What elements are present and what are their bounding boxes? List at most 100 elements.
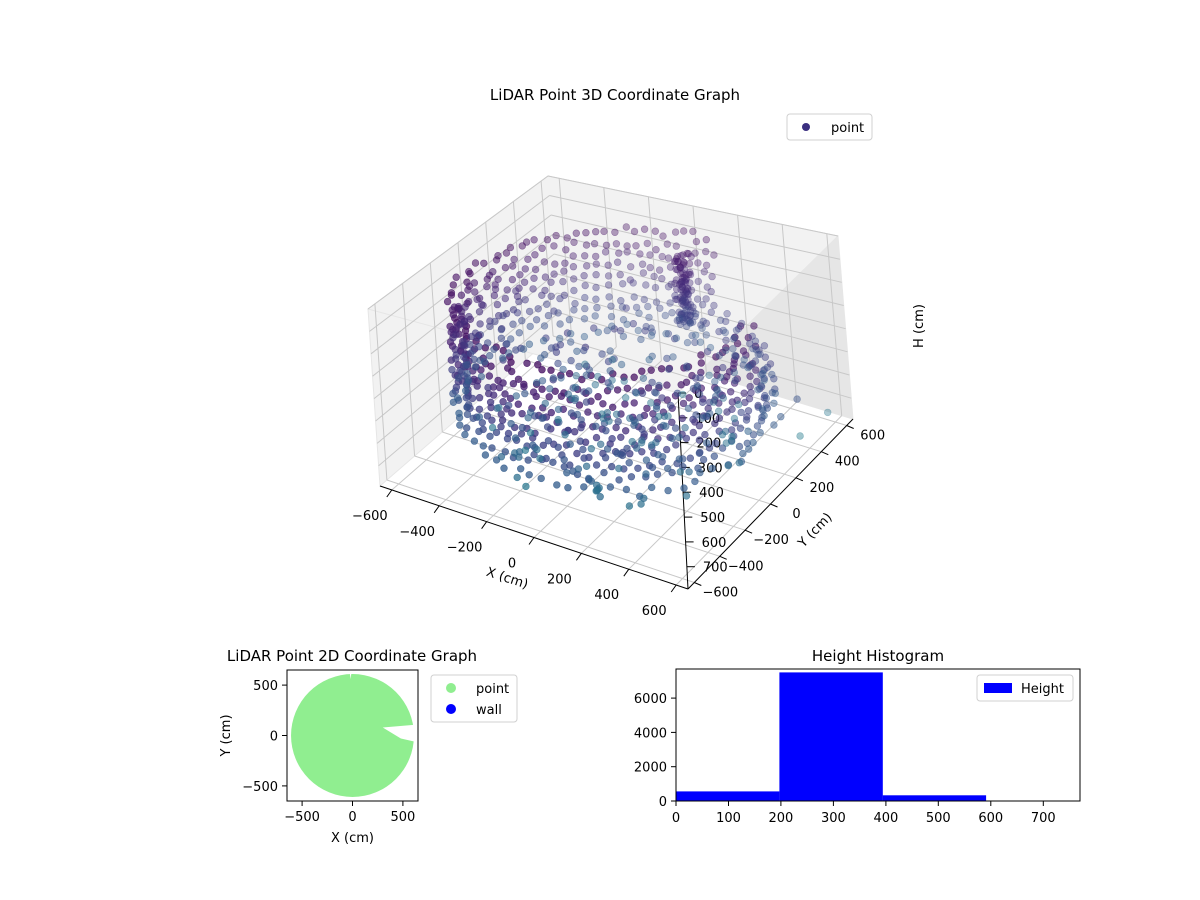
x-tick-label: 0 bbox=[672, 811, 680, 826]
data-point bbox=[515, 297, 523, 306]
data-point bbox=[675, 308, 683, 316]
data-point bbox=[488, 444, 496, 452]
x-tick-label: 400 bbox=[873, 811, 898, 826]
data-point bbox=[638, 389, 647, 397]
data-point bbox=[649, 426, 657, 434]
x-tick bbox=[433, 505, 440, 514]
data-point bbox=[625, 502, 634, 510]
data-point bbox=[699, 317, 707, 325]
data-point bbox=[509, 380, 518, 388]
data-point bbox=[679, 399, 688, 408]
data-point bbox=[564, 484, 572, 492]
data-point bbox=[678, 283, 686, 291]
data-point bbox=[648, 328, 657, 336]
data-point bbox=[621, 400, 629, 408]
data-point bbox=[580, 272, 588, 280]
data-point bbox=[591, 312, 599, 320]
data-point bbox=[489, 268, 497, 276]
data-point bbox=[723, 310, 731, 318]
data-point bbox=[705, 371, 713, 379]
data-point bbox=[771, 385, 779, 393]
data-point bbox=[671, 228, 680, 236]
data-point bbox=[572, 229, 580, 237]
data-point bbox=[672, 441, 680, 449]
data-point bbox=[585, 366, 593, 374]
data-point bbox=[605, 293, 613, 301]
x-tick-label: 0 bbox=[348, 810, 356, 825]
data-point bbox=[581, 304, 589, 313]
data-point bbox=[648, 352, 656, 360]
data-point bbox=[677, 270, 685, 278]
grid-line bbox=[402, 283, 416, 457]
data-point bbox=[626, 276, 634, 284]
data-point bbox=[534, 361, 542, 369]
data-point bbox=[652, 389, 660, 397]
data-point bbox=[526, 408, 535, 416]
data-point bbox=[484, 383, 492, 392]
data-point bbox=[615, 464, 623, 473]
data-point bbox=[706, 343, 715, 352]
data-point bbox=[681, 290, 689, 298]
data-point bbox=[679, 296, 687, 304]
data-point bbox=[522, 238, 531, 246]
plot-area-2d bbox=[291, 670, 418, 797]
data-point bbox=[662, 330, 670, 338]
data-point bbox=[613, 258, 622, 266]
data-point bbox=[736, 424, 745, 432]
data-point bbox=[760, 342, 769, 350]
data-point bbox=[697, 321, 705, 329]
data-point bbox=[475, 413, 484, 421]
data-point bbox=[514, 375, 523, 383]
data-point bbox=[735, 459, 743, 467]
data-point bbox=[711, 377, 719, 386]
data-point bbox=[460, 353, 468, 361]
data-point bbox=[550, 242, 558, 250]
chart-2d-title: LiDAR Point 2D Coordinate Graph bbox=[227, 647, 477, 665]
data-point bbox=[760, 376, 768, 384]
data-point bbox=[579, 445, 587, 454]
data-point bbox=[581, 360, 589, 368]
data-point bbox=[672, 276, 681, 284]
data-point bbox=[653, 470, 662, 478]
data-point bbox=[692, 411, 700, 419]
data-point bbox=[538, 244, 546, 253]
data-point bbox=[683, 315, 691, 324]
data-point bbox=[733, 396, 741, 404]
data-point bbox=[707, 308, 715, 316]
data-point bbox=[638, 367, 646, 375]
footprint-gap bbox=[349, 670, 352, 680]
data-point bbox=[681, 278, 690, 287]
data-point bbox=[509, 262, 517, 270]
data-point bbox=[594, 328, 602, 336]
data-point bbox=[719, 326, 727, 335]
x-tick-label: 300 bbox=[821, 811, 846, 826]
data-point bbox=[483, 282, 491, 291]
data-point bbox=[693, 295, 702, 303]
data-point bbox=[713, 386, 721, 394]
data-point bbox=[518, 242, 526, 250]
data-point bbox=[460, 317, 469, 325]
data-point bbox=[683, 362, 691, 370]
data-point bbox=[573, 410, 582, 419]
y-tick-label: 400 bbox=[835, 455, 860, 470]
data-point bbox=[592, 487, 600, 495]
data-point bbox=[537, 474, 545, 483]
legend-height-label: Height bbox=[1021, 682, 1064, 697]
data-point bbox=[698, 324, 706, 332]
data-point bbox=[497, 325, 505, 334]
data-point bbox=[677, 280, 686, 288]
data-point bbox=[676, 293, 684, 302]
data-point bbox=[758, 405, 766, 413]
data-point bbox=[522, 482, 530, 491]
data-point bbox=[677, 278, 686, 286]
x-tick-label: 600 bbox=[642, 604, 667, 619]
data-point bbox=[473, 382, 481, 390]
data-point bbox=[651, 283, 660, 292]
grid-line bbox=[512, 201, 526, 361]
height-histogram-chart: Height Histogram 0 100 200 300 400 500 600 700 0… bbox=[634, 647, 1081, 826]
data-point bbox=[702, 319, 710, 327]
data-point bbox=[561, 430, 569, 439]
data-point bbox=[737, 408, 745, 417]
data-point bbox=[692, 237, 701, 246]
data-point bbox=[461, 303, 469, 311]
